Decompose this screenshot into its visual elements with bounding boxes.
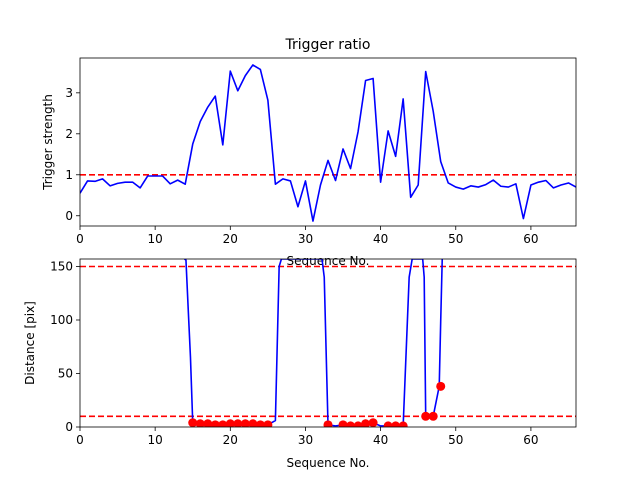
top-x-tick-label: 60 [523,232,538,246]
top-y-axis-label: Trigger strength [41,94,55,191]
bottom-data-point [436,381,446,391]
bottom-data-point [248,419,258,427]
bottom-axes-frame [79,258,577,428]
top-y-ticks: 0 1 2 3 [65,86,80,223]
bottom-data-point [338,420,348,427]
bottom-subplot: 0 10 20 30 40 50 60 0 50 100 150 Sequence No. Dis… [23,258,577,470]
top-x-tick-label: 20 [223,232,238,246]
bottom-x-tick-label: 60 [523,433,538,447]
bottom-data-point [240,419,250,427]
bottom-data-point [361,419,371,427]
bottom-y-ticks: 0 50 100 150 [50,259,80,434]
top-subplot: Trigger ratio 0 10 20 30 40 50 60 0 1 2 3 Sequenc… [41,37,577,268]
top-title: Trigger ratio [284,37,370,53]
top-y-tick-label: 1 [65,168,73,182]
bottom-data-point [323,420,333,427]
top-x-ticks: 0 10 20 30 40 50 60 [76,226,539,246]
bottom-data-point [368,418,378,427]
top-series-line [80,64,576,222]
bottom-data-point [428,411,438,421]
bottom-x-tick-label: 50 [448,433,463,447]
top-axes-frame [79,57,577,227]
bottom-data-point [353,421,363,427]
top-plot-area [80,64,576,222]
top-x-axis-label: Sequence No. [287,254,370,268]
top-x-tick-label: 0 [76,232,84,246]
bottom-x-tick-label: 20 [223,433,238,447]
bottom-data-point [398,421,408,427]
bottom-data-point [188,418,198,427]
top-x-tick-label: 50 [448,232,463,246]
bottom-plot-area [80,259,576,427]
bottom-data-point [391,421,401,427]
bottom-data-point [383,421,393,427]
bottom-y-tick-label: 100 [50,313,73,327]
bottom-x-tick-label: 10 [148,433,163,447]
top-x-tick-label: 30 [298,232,313,246]
bottom-y-tick-label: 150 [50,259,73,273]
bottom-data-point [225,419,235,427]
bottom-data-point [233,419,243,427]
bottom-data-point [203,419,213,427]
bottom-data-point [218,420,228,427]
bottom-y-tick-label: 0 [65,420,73,434]
bottom-x-axis-label: Sequence No. [287,456,370,470]
bottom-data-point [346,421,356,427]
bottom-x-tick-label: 30 [298,433,313,447]
top-x-tick-label: 10 [148,232,163,246]
top-x-tick-label: 40 [373,232,388,246]
top-y-tick-label: 0 [65,209,73,223]
top-y-tick-label: 3 [65,86,73,100]
bottom-y-axis-label: Distance [pix] [23,301,37,385]
bottom-x-ticks: 0 10 20 30 40 50 60 [76,427,539,447]
bottom-data-point [210,420,220,427]
top-y-tick-label: 2 [65,127,73,141]
bottom-y-tick-label: 50 [58,366,73,380]
bottom-x-tick-label: 0 [76,433,84,447]
bottom-data-point [421,411,431,421]
bottom-x-tick-label: 40 [373,433,388,447]
bottom-data-point [195,419,205,427]
bottom-data-point [263,420,273,427]
bottom-data-point [255,420,265,427]
